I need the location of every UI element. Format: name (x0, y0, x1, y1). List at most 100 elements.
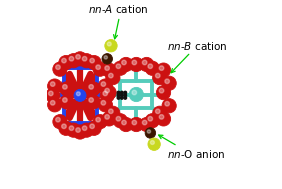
Circle shape (155, 73, 160, 78)
Circle shape (157, 85, 171, 100)
Circle shape (132, 60, 136, 65)
Circle shape (63, 85, 67, 89)
Circle shape (90, 124, 94, 129)
Circle shape (132, 90, 136, 95)
Circle shape (148, 64, 153, 69)
Circle shape (89, 85, 93, 89)
Circle shape (116, 116, 121, 121)
Circle shape (124, 97, 127, 99)
Circle shape (59, 56, 73, 70)
Circle shape (53, 62, 67, 76)
Circle shape (56, 65, 60, 70)
Circle shape (101, 82, 106, 86)
Circle shape (69, 57, 74, 61)
Circle shape (69, 126, 74, 130)
Circle shape (105, 88, 109, 93)
Circle shape (80, 54, 94, 68)
Circle shape (124, 94, 127, 97)
Circle shape (153, 70, 167, 85)
Circle shape (129, 87, 144, 102)
Circle shape (53, 115, 67, 129)
Circle shape (132, 120, 136, 125)
Circle shape (117, 91, 120, 94)
Circle shape (122, 60, 126, 65)
Circle shape (86, 82, 100, 96)
Circle shape (120, 91, 123, 94)
Circle shape (105, 115, 109, 119)
Circle shape (46, 88, 60, 103)
Circle shape (104, 56, 107, 59)
Circle shape (73, 125, 87, 139)
Circle shape (162, 99, 176, 113)
Circle shape (90, 58, 94, 63)
Circle shape (62, 124, 66, 129)
Circle shape (66, 54, 81, 68)
Circle shape (48, 79, 62, 93)
Circle shape (145, 61, 159, 75)
Circle shape (109, 109, 113, 114)
Circle shape (122, 120, 126, 125)
Circle shape (50, 101, 55, 105)
Circle shape (59, 121, 73, 135)
Circle shape (142, 120, 147, 125)
Circle shape (148, 138, 160, 150)
Circle shape (120, 94, 123, 97)
Circle shape (120, 97, 123, 99)
Circle shape (129, 117, 144, 132)
Circle shape (74, 89, 86, 101)
Circle shape (76, 55, 80, 59)
Circle shape (157, 112, 171, 126)
Circle shape (80, 123, 94, 137)
Circle shape (159, 88, 164, 93)
Circle shape (89, 98, 93, 102)
Circle shape (124, 91, 127, 94)
Circle shape (113, 61, 127, 75)
Circle shape (129, 57, 144, 72)
Circle shape (62, 58, 66, 63)
Circle shape (103, 91, 107, 96)
Circle shape (113, 114, 127, 128)
Circle shape (117, 97, 120, 99)
Circle shape (102, 54, 113, 64)
Circle shape (116, 64, 121, 69)
Circle shape (66, 123, 81, 137)
Circle shape (50, 82, 55, 86)
Circle shape (102, 63, 116, 77)
Text: $\mathit{nn}$-$\mathit{B}$ cation: $\mathit{nn}$-$\mathit{B}$ cation (167, 40, 228, 52)
Circle shape (145, 128, 156, 138)
Circle shape (82, 57, 87, 61)
Circle shape (105, 40, 117, 52)
Circle shape (56, 117, 60, 122)
Text: $\mathit{nn}$-$\mathit{A}$ cation: $\mathit{nn}$-$\mathit{A}$ cation (88, 3, 149, 15)
Circle shape (153, 106, 167, 120)
Circle shape (101, 101, 106, 105)
Circle shape (96, 65, 100, 70)
Circle shape (106, 70, 120, 85)
Circle shape (107, 42, 111, 46)
Circle shape (87, 121, 101, 135)
Circle shape (100, 88, 114, 103)
Circle shape (76, 92, 80, 96)
Circle shape (155, 109, 160, 114)
Circle shape (159, 66, 164, 70)
Circle shape (96, 117, 100, 122)
Circle shape (49, 91, 53, 96)
Circle shape (140, 57, 154, 72)
Circle shape (148, 116, 153, 121)
Circle shape (93, 115, 107, 129)
Circle shape (165, 101, 169, 106)
Circle shape (98, 79, 113, 93)
Circle shape (165, 79, 169, 84)
Circle shape (147, 130, 151, 133)
Circle shape (93, 62, 107, 76)
Circle shape (60, 82, 74, 96)
Circle shape (145, 114, 159, 128)
Circle shape (48, 98, 62, 112)
Circle shape (86, 95, 100, 109)
Circle shape (63, 98, 67, 102)
Circle shape (105, 66, 109, 70)
Circle shape (87, 56, 101, 70)
Circle shape (119, 117, 133, 132)
Circle shape (98, 98, 113, 112)
Circle shape (102, 85, 116, 100)
